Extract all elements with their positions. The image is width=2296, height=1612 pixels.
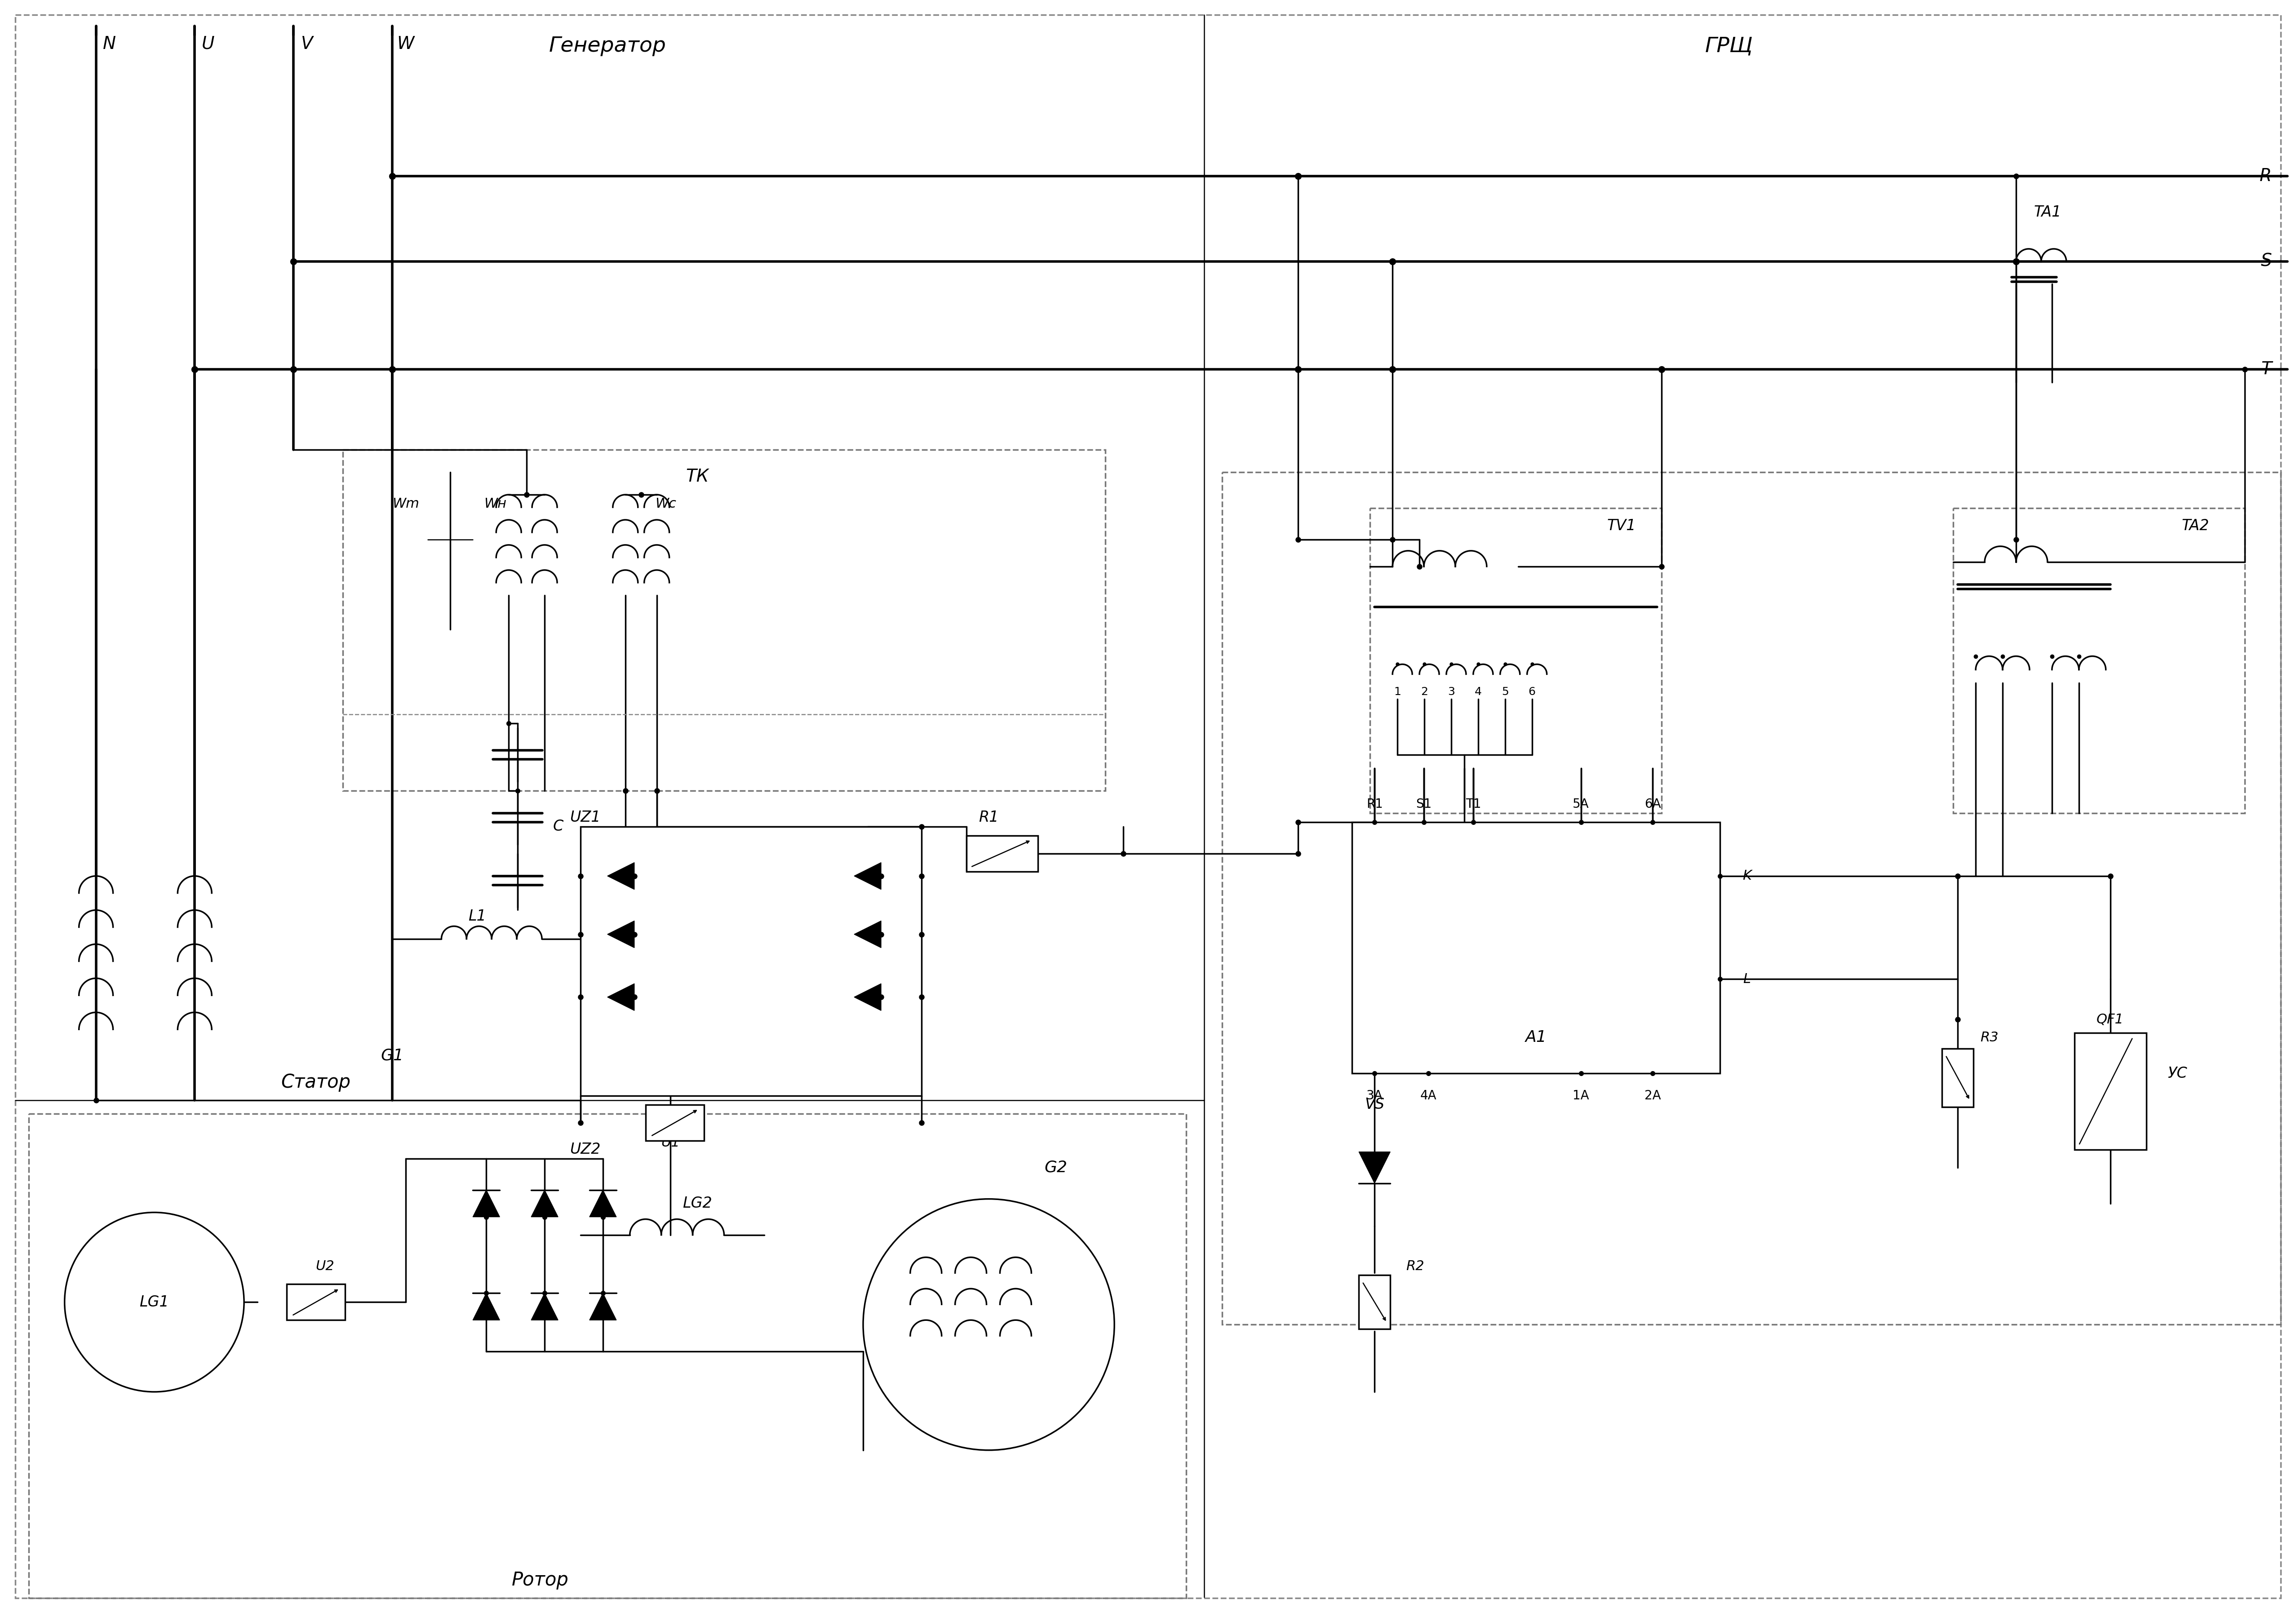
Bar [1352,822,1720,1074]
Text: K: K [1743,869,1752,882]
Text: Генератор: Генератор [549,35,666,56]
Text: TA1: TA1 [2034,205,2062,219]
Text: Wm: Wm [393,496,418,509]
Text: TA2: TA2 [2181,519,2209,534]
Text: U2: U2 [315,1259,335,1273]
Text: Wн: Wн [484,496,507,509]
Text: 1: 1 [1394,687,1401,698]
Polygon shape [590,1190,615,1217]
Text: 6A: 6A [1644,798,1660,811]
Polygon shape [590,1293,615,1320]
Bar [1371,508,1662,812]
Polygon shape [608,862,634,890]
Polygon shape [473,1293,501,1320]
Text: R1: R1 [1366,798,1382,811]
Text: UZ2: UZ2 [569,1143,599,1157]
Polygon shape [473,1190,501,1217]
Text: 1A: 1A [1573,1090,1589,1103]
Text: G1: G1 [381,1048,404,1062]
Text: 3: 3 [1449,687,1456,698]
Text: R1: R1 [978,811,999,825]
Bar [342,450,1104,791]
Text: V: V [301,35,312,53]
Text: QF1: QF1 [2096,1012,2124,1027]
Text: 3A: 3A [1366,1090,1382,1103]
Text: W: W [397,35,413,53]
Text: LG2: LG2 [682,1196,712,1211]
Polygon shape [854,862,882,890]
Text: S: S [2262,253,2271,269]
Polygon shape [530,1190,558,1217]
Text: 5A: 5A [1573,798,1589,811]
Text: 4: 4 [1474,687,1481,698]
Polygon shape [854,983,882,1011]
Text: LG1: LG1 [140,1294,170,1309]
Text: Статор: Статор [280,1074,351,1091]
Polygon shape [854,920,882,948]
Text: UZ1: UZ1 [569,811,599,825]
Polygon shape [1359,1153,1391,1183]
Text: ТК: ТК [687,467,709,485]
Text: VS: VS [1364,1098,1384,1112]
Text: Ротор: Ротор [512,1570,569,1589]
Text: 5: 5 [1502,687,1508,698]
Polygon shape [530,1293,558,1320]
Text: 2: 2 [1421,687,1428,698]
Bar [645,1104,705,1141]
Text: R3: R3 [1979,1032,1998,1045]
Text: 2A: 2A [1644,1090,1660,1103]
Bar [1221,472,2280,1325]
Text: U1: U1 [661,1136,680,1149]
Text: S1: S1 [1417,798,1433,811]
Text: 4A: 4A [1421,1090,1437,1103]
Text: 6: 6 [1529,687,1536,698]
Text: TV1: TV1 [1607,519,1635,534]
Bar [1954,508,2245,812]
Polygon shape [608,983,634,1011]
Bar [2073,1033,2147,1149]
Text: УС: УС [2167,1066,2188,1080]
Text: Wc: Wc [654,496,677,509]
Text: R2: R2 [1405,1259,1424,1273]
Bar [1942,1049,1975,1107]
Text: C: C [553,819,563,833]
Text: L: L [1743,972,1752,985]
Text: ГРЩ: ГРЩ [1706,35,1752,56]
Bar [967,835,1038,872]
Bar [28,1114,1187,1597]
Text: R: R [2259,168,2271,185]
Text: T: T [2262,361,2271,377]
Text: G2: G2 [1045,1161,1068,1175]
Polygon shape [608,920,634,948]
Text: T1: T1 [1465,798,1481,811]
Text: N: N [103,35,117,53]
Bar [581,827,921,1096]
Text: A1: A1 [1525,1030,1548,1045]
Text: L1: L1 [468,909,487,924]
Bar [1359,1275,1391,1328]
Bar [287,1285,344,1320]
Text: U: U [202,35,214,53]
